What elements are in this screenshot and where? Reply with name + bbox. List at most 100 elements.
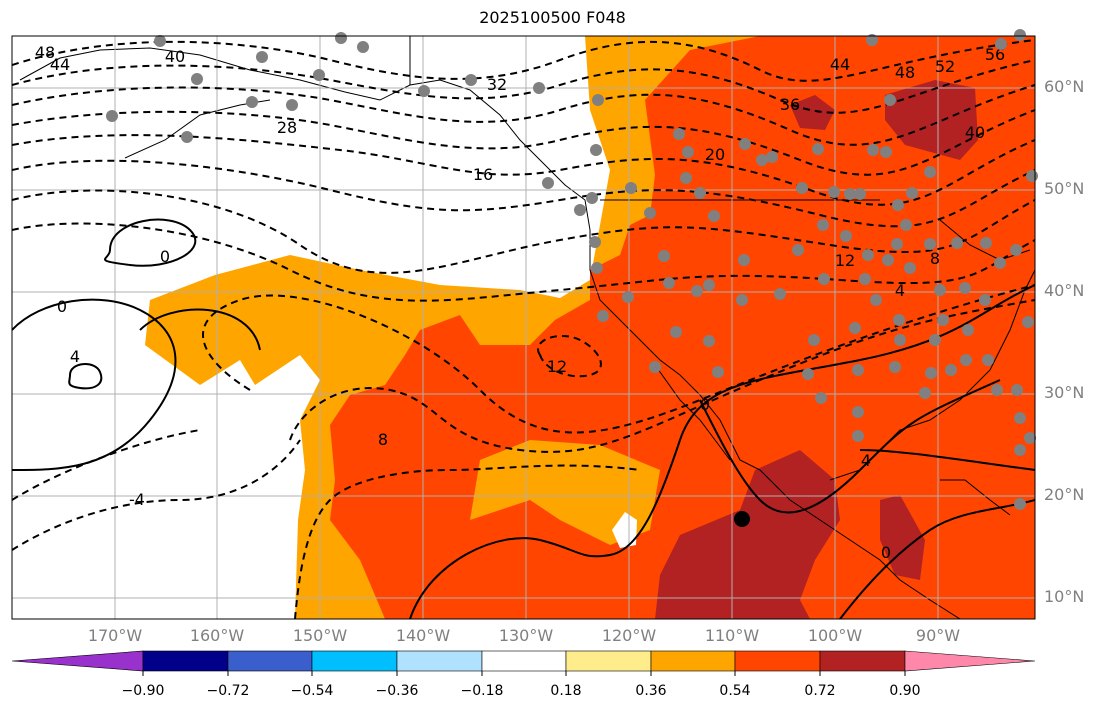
- longitude-label: 170°W: [87, 626, 143, 645]
- station-dot: [844, 188, 856, 200]
- colorbar-tick-label: −0.54: [290, 683, 334, 699]
- colorbar-segment: [734, 650, 821, 672]
- station-dot: [929, 334, 941, 346]
- map-frame: [11, 35, 1036, 620]
- station-dot: [533, 82, 545, 94]
- station-dot: [893, 314, 905, 326]
- station-dot: [1014, 29, 1026, 41]
- station-dot: [849, 322, 861, 334]
- station-dot: [906, 187, 918, 199]
- station-dot: [691, 285, 703, 297]
- station-dot: [891, 238, 903, 250]
- longitude-label: 160°W: [189, 626, 245, 645]
- contour-label: 0: [160, 247, 170, 266]
- station-dot: [808, 334, 820, 346]
- station-dot: [1011, 384, 1023, 396]
- station-dot: [882, 254, 894, 266]
- shaded-field: [145, 36, 1035, 619]
- station-dot: [802, 368, 814, 380]
- station-dot: [335, 32, 347, 44]
- colorbar: [11, 650, 1036, 676]
- station-dot: [592, 94, 604, 106]
- latitude-label: 30°N: [1044, 383, 1085, 402]
- station-dot: [852, 406, 864, 418]
- station-dot: [862, 249, 874, 261]
- station-dot: [313, 69, 325, 81]
- colorbar-tick-label: 0.36: [635, 683, 667, 699]
- station-dot: [574, 204, 586, 216]
- colorbar-tick-label: −0.72: [206, 683, 250, 699]
- station-dot: [736, 294, 748, 306]
- station-dot: [979, 294, 991, 306]
- contour-label: 44: [830, 55, 850, 74]
- colorbar-segment: [904, 650, 1036, 672]
- station-dot: [962, 324, 974, 336]
- longitude-label: 120°W: [601, 626, 657, 645]
- station-dot: [191, 73, 203, 85]
- colorbar-segment: [11, 650, 144, 672]
- longitude-label: 150°W: [292, 626, 348, 645]
- colorbar-segment: [396, 650, 483, 672]
- station-dot: [854, 188, 866, 200]
- station-dot: [712, 366, 724, 378]
- colorbar-segment: [481, 650, 567, 672]
- contour-label: 52: [935, 57, 955, 76]
- station-dot: [951, 237, 963, 249]
- station-dot: [181, 131, 193, 143]
- latitude-label: 60°N: [1044, 77, 1085, 96]
- station-dot: [774, 288, 786, 300]
- station-dot: [934, 284, 946, 296]
- latitude-label: 50°N: [1044, 179, 1085, 198]
- station-dot: [418, 85, 430, 97]
- station-dot: [840, 230, 852, 242]
- station-dot: [703, 279, 715, 291]
- station-dot: [589, 236, 601, 248]
- station-dot: [1014, 412, 1026, 424]
- longitude-label: 130°W: [498, 626, 554, 645]
- station-dot: [994, 257, 1006, 269]
- station-dot: [982, 354, 994, 366]
- station-dot: [591, 262, 603, 274]
- station-dot: [852, 364, 864, 376]
- longitude-label: 140°W: [395, 626, 451, 645]
- station-dot: [792, 244, 804, 256]
- station-dot: [995, 38, 1007, 50]
- station-dot: [465, 74, 477, 86]
- longitude-label: 110°W: [704, 626, 760, 645]
- station-dot: [756, 154, 768, 166]
- station-dot: [880, 146, 892, 158]
- station-dot: [680, 172, 692, 184]
- station-dot: [1024, 432, 1036, 444]
- station-dot: [796, 182, 808, 194]
- station-dot: [812, 143, 824, 155]
- colorbar-segment: [565, 650, 652, 672]
- map-title: 2025100500 F048: [479, 8, 626, 27]
- colorbar-segment: [650, 650, 736, 672]
- station-dot: [1014, 444, 1026, 456]
- contour-label: 40: [165, 47, 185, 66]
- station-dot: [673, 128, 685, 140]
- station-dot: [852, 430, 864, 442]
- station-dot: [246, 96, 258, 108]
- station-dot: [738, 254, 750, 266]
- station-dot: [670, 326, 682, 338]
- storm-center-marker: [734, 511, 750, 527]
- station-dot: [1010, 244, 1022, 256]
- station-dot: [937, 314, 949, 326]
- contour-label: 4: [70, 347, 80, 366]
- station-dot: [904, 262, 916, 274]
- station-dot: [590, 144, 602, 156]
- station-dot: [703, 335, 715, 347]
- station-dot: [154, 35, 166, 47]
- station-dot: [818, 273, 830, 285]
- station-dot: [739, 138, 751, 150]
- contour-label: 12: [547, 357, 567, 376]
- station-dot: [708, 210, 720, 222]
- station-dot: [625, 182, 637, 194]
- station-dot: [649, 361, 661, 373]
- station-dot: [924, 238, 936, 250]
- colorbar-tick-label: 0.54: [719, 683, 751, 699]
- station-dot: [817, 219, 829, 231]
- contour-label: 0: [57, 297, 67, 316]
